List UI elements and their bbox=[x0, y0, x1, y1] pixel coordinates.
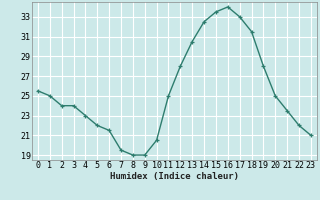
X-axis label: Humidex (Indice chaleur): Humidex (Indice chaleur) bbox=[110, 172, 239, 181]
